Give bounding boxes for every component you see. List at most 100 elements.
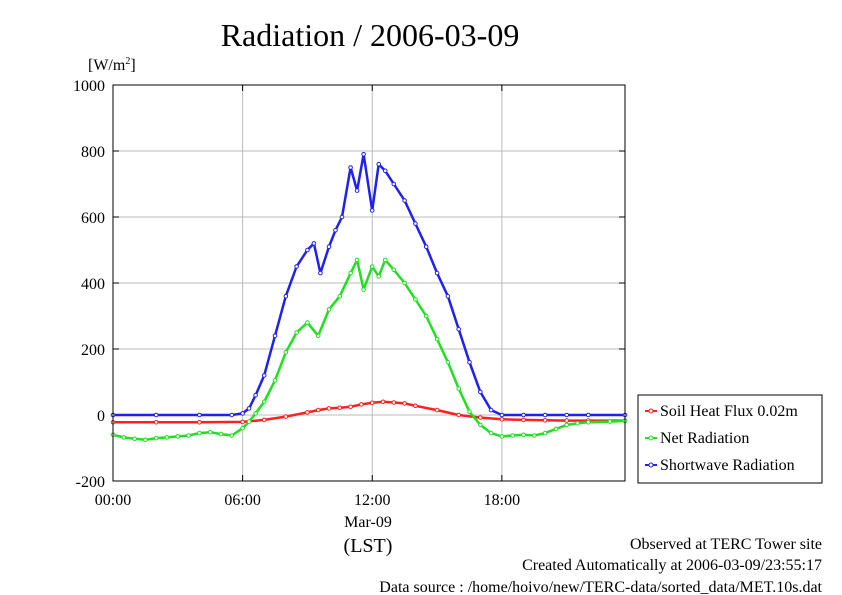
series-point bbox=[423, 244, 429, 249]
series-point bbox=[315, 407, 321, 413]
series-point bbox=[532, 433, 537, 438]
legend-frame bbox=[637, 394, 823, 484]
series-point bbox=[283, 414, 289, 419]
series-point bbox=[361, 287, 366, 292]
series-point bbox=[369, 400, 375, 406]
series-point bbox=[369, 264, 375, 269]
series-point bbox=[294, 330, 299, 335]
series-point bbox=[326, 307, 332, 312]
series-point bbox=[246, 419, 252, 424]
series-line bbox=[113, 153, 625, 417]
series-point bbox=[434, 336, 440, 342]
series-point bbox=[153, 412, 159, 418]
series-point bbox=[305, 247, 310, 253]
series-point bbox=[423, 313, 429, 319]
series-point bbox=[478, 389, 483, 395]
series-point bbox=[240, 419, 245, 425]
legend-marker bbox=[648, 408, 654, 414]
series-point bbox=[607, 419, 613, 424]
series-point bbox=[175, 434, 181, 439]
y-axis-unit: [W/m2] bbox=[88, 56, 136, 74]
y-tick-label: 400 bbox=[81, 276, 105, 293]
x-axis: 00:00 06:00 12:00 18:00 bbox=[95, 85, 520, 509]
series-point bbox=[261, 417, 267, 423]
series-point bbox=[153, 420, 159, 425]
series-point bbox=[294, 264, 299, 269]
legend-label: Shortwave Radiation bbox=[660, 457, 795, 474]
series-point bbox=[333, 227, 338, 233]
series-point bbox=[348, 270, 353, 276]
footer-source: Data source : /home/hoivo/new/TERC-data/… bbox=[379, 579, 822, 595]
series-point bbox=[354, 257, 360, 263]
series-point bbox=[382, 168, 388, 174]
series-point bbox=[164, 435, 170, 440]
series-point bbox=[467, 409, 472, 415]
series-point bbox=[272, 333, 278, 339]
y-tick-label: -200 bbox=[76, 474, 105, 491]
series-point bbox=[391, 267, 397, 273]
series-point bbox=[369, 208, 375, 213]
series-point bbox=[521, 417, 526, 423]
series-point bbox=[553, 426, 559, 432]
series-line bbox=[112, 258, 626, 442]
series-point bbox=[499, 434, 505, 439]
series-point bbox=[272, 378, 278, 383]
series-point bbox=[488, 430, 494, 436]
series-point bbox=[337, 405, 343, 411]
series-point bbox=[564, 412, 570, 418]
series-point bbox=[413, 403, 418, 409]
legend-label: Soil Heat Flux 0.02m bbox=[660, 403, 798, 420]
series-point bbox=[586, 412, 591, 418]
y-tick-label: 0 bbox=[97, 408, 105, 425]
series-point bbox=[413, 297, 418, 302]
series-point bbox=[542, 412, 548, 418]
series-point bbox=[121, 435, 127, 440]
series-point bbox=[382, 257, 388, 263]
series-point bbox=[253, 411, 258, 416]
series-point bbox=[305, 410, 310, 415]
series-point bbox=[283, 293, 289, 299]
series-point bbox=[467, 359, 472, 365]
y-tick-label: 1000 bbox=[73, 78, 105, 95]
series-point bbox=[542, 430, 548, 436]
series-point bbox=[305, 320, 310, 325]
series-point bbox=[261, 373, 267, 378]
series-point bbox=[218, 431, 224, 437]
series-point bbox=[575, 421, 580, 426]
y-tick-label: 600 bbox=[81, 210, 105, 227]
x-tick-label: 12:00 bbox=[354, 492, 390, 509]
series-point bbox=[542, 418, 548, 423]
series-point bbox=[229, 412, 235, 418]
series-point bbox=[153, 435, 159, 441]
series-point bbox=[311, 241, 317, 246]
x-tick-label: 18:00 bbox=[484, 492, 520, 509]
series-point bbox=[391, 181, 397, 187]
series-point bbox=[445, 293, 451, 299]
plot-frame bbox=[112, 84, 626, 482]
series-point bbox=[246, 406, 252, 411]
series-point bbox=[326, 406, 332, 411]
series-point bbox=[478, 422, 483, 428]
series-point bbox=[521, 432, 526, 438]
legend-label: Net Radiation bbox=[660, 430, 749, 447]
x-tick-label: 00:00 bbox=[95, 492, 131, 509]
series-point bbox=[488, 407, 494, 413]
series-point bbox=[197, 430, 202, 436]
x-axis-label: (LST) bbox=[344, 535, 393, 557]
footer-observed: Observed at TERC Tower site bbox=[630, 536, 822, 553]
series-point bbox=[391, 400, 397, 405]
series-point bbox=[402, 198, 407, 203]
series-point bbox=[186, 433, 191, 438]
series-group bbox=[110, 152, 628, 443]
series-point bbox=[229, 433, 235, 438]
y-axis-unit-superscript: 2 bbox=[125, 56, 130, 67]
series-point bbox=[456, 412, 462, 418]
series-point bbox=[315, 333, 321, 339]
legend-marker bbox=[648, 435, 654, 441]
y-tick-label: 200 bbox=[81, 342, 105, 359]
series-point bbox=[402, 401, 407, 406]
footer-created: Created Automatically at 2006-03-09/23:5… bbox=[522, 557, 822, 574]
series-point bbox=[564, 418, 570, 423]
y-axis: -200 0 200 400 600 800 1000 bbox=[73, 78, 625, 491]
series-point bbox=[354, 188, 360, 193]
